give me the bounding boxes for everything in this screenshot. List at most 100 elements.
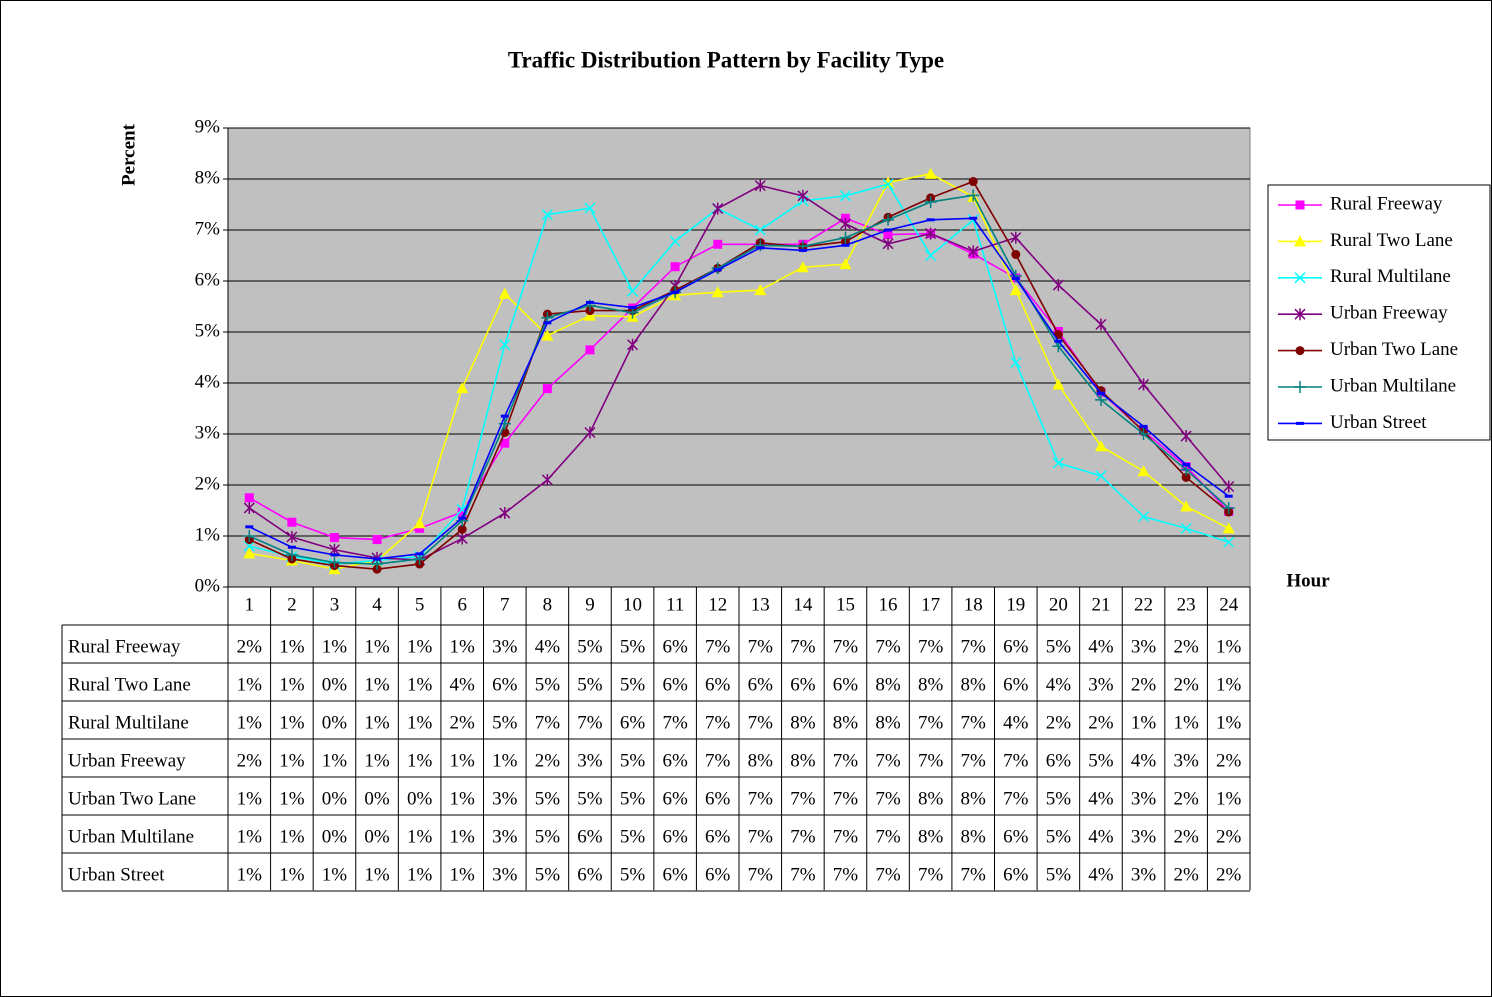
y-tick-label: 4%: [195, 371, 221, 392]
marker: [287, 545, 296, 549]
table-cell: 1%: [237, 826, 263, 847]
marker: [1052, 279, 1064, 292]
table-cell: 7%: [790, 864, 816, 885]
legend-marker: [1296, 421, 1304, 425]
table-cell: 2%: [1216, 826, 1242, 847]
table-cell: 3%: [1131, 636, 1157, 657]
y-tick-label: 0%: [195, 575, 221, 596]
marker: [670, 262, 680, 272]
legend-marker: [1294, 272, 1306, 284]
marker: [1223, 480, 1235, 493]
table-cell: 1%: [364, 864, 390, 885]
marker: [330, 553, 339, 557]
table-cell: 7%: [875, 636, 901, 657]
marker: [1182, 463, 1191, 467]
x-tick-label: 12: [708, 594, 727, 615]
marker: [756, 246, 765, 250]
table-cell: 1%: [1216, 788, 1242, 809]
table-cell: 8%: [833, 712, 859, 733]
table-cell: 1%: [407, 750, 433, 771]
marker: [1096, 391, 1105, 395]
x-tick-label: 18: [964, 594, 983, 615]
marker: [1222, 522, 1235, 534]
table-cell: 7%: [961, 864, 987, 885]
marker: [243, 547, 256, 559]
x-tick-label: 9: [585, 594, 595, 615]
marker: [285, 548, 298, 561]
table-cell: 7%: [875, 750, 901, 771]
y-tick-label: 5%: [195, 320, 221, 341]
marker: [924, 195, 937, 208]
marker: [541, 209, 553, 221]
table-cell: 8%: [875, 674, 901, 695]
marker: [969, 216, 978, 220]
table-cell: 2%: [1173, 788, 1199, 809]
table-cell: 3%: [492, 826, 518, 847]
x-tick-label: 16: [879, 594, 898, 615]
table-cell: 7%: [577, 712, 603, 733]
marker: [413, 517, 426, 529]
table-cell: 5%: [1046, 826, 1072, 847]
x-tick-label: 1: [245, 594, 255, 615]
marker: [1139, 424, 1148, 428]
marker: [243, 540, 255, 552]
marker: [499, 507, 511, 520]
table-cell: 1%: [1216, 712, 1242, 733]
marker: [798, 248, 807, 252]
table-cell: 8%: [918, 788, 944, 809]
x-tick-label: 3: [330, 594, 340, 615]
table-cell: 1%: [322, 864, 348, 885]
table-cell: 5%: [620, 826, 646, 847]
table-cell: 7%: [748, 864, 774, 885]
x-tick-label: 17: [921, 594, 940, 615]
table-cell: 0%: [407, 788, 433, 809]
table-cell: 3%: [1131, 826, 1157, 847]
marker: [713, 239, 723, 249]
marker: [1137, 465, 1150, 477]
chart-title: Traffic Distribution Pattern by Facility…: [508, 47, 944, 72]
table-cell: 2%: [1173, 674, 1199, 695]
table-cell: 1%: [1216, 674, 1242, 695]
table-cell: 1%: [279, 788, 305, 809]
table-cell: 7%: [790, 788, 816, 809]
table-cell: 3%: [1088, 674, 1114, 695]
series-line: [248, 194, 1230, 565]
table-cell: 2%: [1046, 712, 1072, 733]
table-cell: 0%: [322, 826, 348, 847]
marker: [884, 228, 893, 232]
table-cell: 1%: [237, 788, 263, 809]
legend-label: Urban Street: [1330, 412, 1427, 433]
table-cell: 7%: [748, 712, 774, 733]
table-cell: 1%: [279, 636, 305, 657]
table-row-label: Urban Freeway: [68, 750, 186, 771]
table-cell: 5%: [535, 826, 561, 847]
marker: [1010, 357, 1022, 369]
legend-marker: [1295, 200, 1305, 210]
marker: [883, 230, 893, 240]
marker: [967, 245, 979, 258]
marker: [372, 535, 382, 545]
table-cell: 5%: [577, 788, 603, 809]
table-row-label: Rural Multilane: [68, 712, 189, 733]
table-cell: 7%: [875, 788, 901, 809]
table-cell: 7%: [961, 712, 987, 733]
table-cell: 1%: [364, 636, 390, 657]
marker: [500, 438, 510, 448]
marker: [373, 557, 382, 561]
legend-label: Urban Multilane: [1330, 375, 1456, 396]
legend-marker: [1294, 235, 1306, 247]
table-cell: 7%: [918, 636, 944, 657]
marker: [457, 524, 467, 534]
marker: [1052, 378, 1065, 390]
legend-marker: [1295, 346, 1305, 356]
table-cell: 8%: [961, 826, 987, 847]
marker: [1054, 339, 1063, 343]
marker: [415, 523, 425, 533]
table-cell: 6%: [662, 864, 688, 885]
table-cell: 6%: [577, 826, 603, 847]
marker: [1095, 470, 1107, 482]
x-tick-label: 23: [1177, 594, 1196, 615]
table-cell: 4%: [1046, 674, 1072, 695]
marker: [841, 243, 850, 247]
marker: [498, 287, 511, 299]
